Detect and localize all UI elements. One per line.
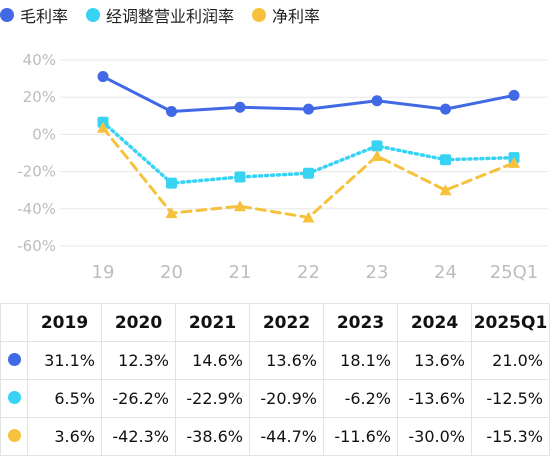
row-marker-cell xyxy=(0,341,28,380)
adjusted-operating-margin-dot-icon xyxy=(7,391,21,404)
line-chart: 40% 20% 0% -20% -40% -60% 19 20 21 22 23 24 25Q1 xyxy=(17,51,548,283)
table-cell: 6.5% xyxy=(27,379,102,418)
row-marker-cell xyxy=(0,417,28,456)
gross-margin-dot-icon xyxy=(7,353,21,366)
data-point-1 xyxy=(440,154,451,166)
data-table: 2019 2020 2021 2022 2023 2024 2025Q1 31.… xyxy=(0,303,550,456)
data-point-2 xyxy=(97,121,109,133)
table-header-cell: 2021 xyxy=(175,303,250,342)
table-cell: 13.6% xyxy=(249,341,324,380)
x-tick-label: 19 xyxy=(92,262,115,283)
table-cell: 13.6% xyxy=(397,341,472,380)
legend-marker-adjusted-operating-margin xyxy=(86,8,101,22)
data-point-2 xyxy=(302,211,315,223)
data-point-1 xyxy=(371,140,383,152)
y-tick-label: 20% xyxy=(23,88,56,106)
table-cell: -38.6% xyxy=(175,417,250,456)
net-margin-dot-icon xyxy=(7,429,21,442)
x-tick-label: 20 xyxy=(160,262,183,283)
legend-item-gross-margin[interactable]: 毛利率 xyxy=(0,3,68,27)
data-point-0 xyxy=(371,95,383,107)
table-cell: -13.6% xyxy=(397,379,472,418)
data-point-2 xyxy=(371,149,383,161)
data-point-0 xyxy=(234,101,246,113)
y-tick-label: -40% xyxy=(17,200,56,218)
data-point-1 xyxy=(303,167,314,179)
table-header-cell: 2019 xyxy=(27,303,102,342)
data-point-0 xyxy=(303,103,314,115)
table-cell: -11.6% xyxy=(323,417,398,456)
table-cell: 12.3% xyxy=(101,341,176,380)
table-header-cell: 2025Q1 xyxy=(471,303,550,342)
table-cell: -20.9% xyxy=(249,379,324,418)
legend-item-adjusted-operating-margin[interactable]: 经调整营业利润率 xyxy=(86,3,234,27)
table-cell: 31.1% xyxy=(27,341,102,380)
table-cell: -30.0% xyxy=(397,417,472,456)
legend-label-adjusted-operating-margin: 经调整营业利润率 xyxy=(106,7,235,26)
table-cell: -15.3% xyxy=(471,417,550,456)
x-tick-label: 22 xyxy=(297,262,320,283)
x-tick-label: 21 xyxy=(229,262,252,283)
table-cell: -26.2% xyxy=(101,379,176,418)
table-cell: -44.7% xyxy=(249,417,324,456)
table-cell: 21.0% xyxy=(471,341,550,380)
table-cell: -6.2% xyxy=(323,379,398,418)
data-point-1 xyxy=(166,177,177,189)
data-point-0 xyxy=(97,71,109,83)
y-tick-label: -20% xyxy=(17,163,56,181)
table-header-row: 2019 2020 2021 2022 2023 2024 2025Q1 xyxy=(0,303,550,342)
data-point-2 xyxy=(234,200,246,212)
legend-marker-net-margin xyxy=(252,8,267,22)
table-cell: -12.5% xyxy=(471,379,550,418)
y-tick-label: -60% xyxy=(17,237,56,255)
table-row-gross-margin: 31.1% 12.3% 14.6% 13.6% 18.1% 13.6% 21.0… xyxy=(0,341,550,380)
legend-item-net-margin[interactable]: 净利率 xyxy=(252,3,320,27)
chart-legend: 毛利率 经调整营业利润率 净利率 xyxy=(0,0,338,30)
legend-label-net-margin: 净利率 xyxy=(272,7,321,26)
legend-label-gross-margin: 毛利率 xyxy=(20,7,69,26)
table-row-net-margin: 3.6% -42.3% -38.6% -44.7% -11.6% -30.0% … xyxy=(0,417,550,456)
x-tick-label: 24 xyxy=(434,262,457,283)
data-point-0 xyxy=(166,106,177,118)
x-tick-label: 25Q1 xyxy=(490,262,539,283)
table-header-cell: 2024 xyxy=(397,303,472,342)
table-header-cell: 2023 xyxy=(323,303,398,342)
data-point-1 xyxy=(234,171,246,183)
data-point-0 xyxy=(508,89,520,101)
data-point-0 xyxy=(440,103,451,115)
data-point-2 xyxy=(439,184,452,196)
data-point-2 xyxy=(508,156,520,168)
x-tick-label: 23 xyxy=(366,262,389,283)
data-point-2 xyxy=(165,207,178,219)
y-tick-label: 40% xyxy=(23,51,56,69)
table-cell: 14.6% xyxy=(175,341,250,380)
table-cell: -22.9% xyxy=(175,379,250,418)
table-cell: 18.1% xyxy=(323,341,398,380)
table-cell: -42.3% xyxy=(101,417,176,456)
row-marker-cell xyxy=(0,379,28,418)
legend-marker-gross-margin xyxy=(0,8,14,22)
table-header-corner xyxy=(0,303,28,342)
table-header-cell: 2022 xyxy=(249,303,324,342)
y-tick-label: 0% xyxy=(32,125,56,143)
table-header-cell: 2020 xyxy=(101,303,176,342)
table-row-adjusted-operating-margin: 6.5% -26.2% -22.9% -20.9% -6.2% -13.6% -… xyxy=(0,379,550,418)
table-cell: 3.6% xyxy=(27,417,102,456)
